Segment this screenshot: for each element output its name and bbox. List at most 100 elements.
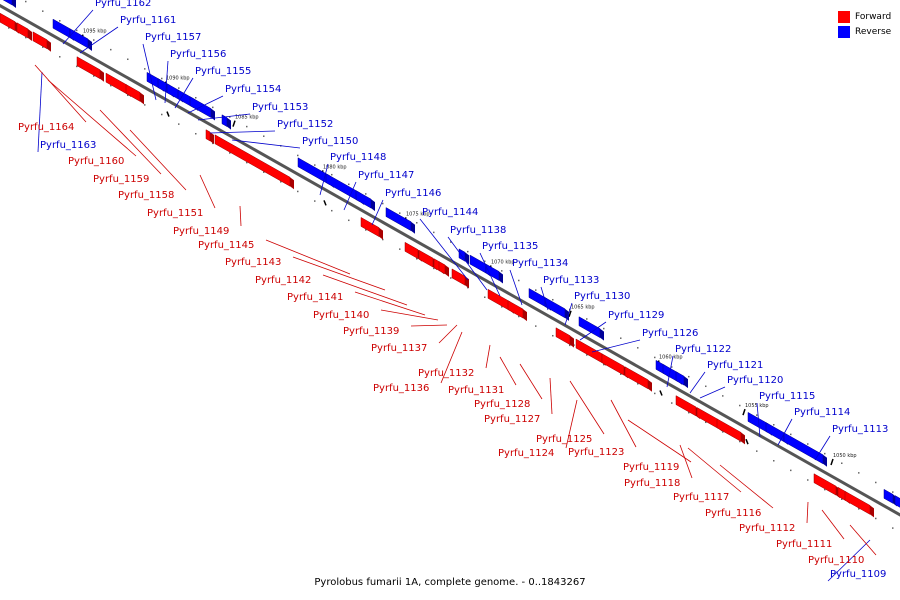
- gene-label: Pyrfu_1154: [225, 84, 281, 95]
- reverse-gene-block: [2, 0, 13, 6]
- kbp-tick-mark: [166, 111, 170, 117]
- forward-gene-block-side: [648, 379, 652, 392]
- reverse-gene-block: [485, 263, 500, 281]
- kbp-tick-label: 1075 kbp: [406, 211, 430, 217]
- minor-tick-dot: [637, 347, 639, 349]
- gene-leader-line: [410, 324, 448, 327]
- gene-label: Pyrfu_1146: [385, 188, 441, 199]
- reverse-gene-block-side: [411, 221, 415, 234]
- minor-tick-dot: [110, 84, 112, 87]
- minor-tick-dot: [314, 200, 316, 202]
- forward-gene-block: [0, 12, 16, 32]
- gene-leader-line: [509, 269, 523, 306]
- forward-gene-block-side: [290, 177, 294, 190]
- minor-tick-dot: [399, 248, 401, 250]
- minor-tick-dot: [416, 258, 418, 260]
- gene-leader-line: [265, 239, 351, 275]
- gene-label: Pyrfu_1153: [252, 102, 308, 113]
- gene-label: Pyrfu_1143: [225, 257, 281, 268]
- minor-tick-dot: [331, 209, 333, 212]
- minor-tick-dot: [841, 462, 843, 464]
- gene-label: Pyrfu_1145: [198, 240, 254, 251]
- forward-gene-block: [16, 22, 29, 39]
- minor-tick-dot: [756, 414, 758, 416]
- kbp-tick-mark: [323, 200, 327, 206]
- minor-tick-dot: [807, 479, 809, 481]
- kbp-tick-label: 1060 kbp: [659, 355, 683, 361]
- minor-tick-dot: [603, 363, 605, 366]
- gene-label: Pyrfu_1138: [450, 225, 506, 236]
- gene-leader-line: [371, 199, 384, 226]
- gene-leader-line: [34, 64, 87, 123]
- gene-label: Pyrfu_1163: [40, 140, 96, 151]
- gene-leader-line: [447, 236, 488, 291]
- gene-leader-line: [565, 399, 578, 449]
- minor-tick-dot: [195, 96, 197, 99]
- gene-leader-line: [519, 363, 543, 400]
- kbp-tick-mark: [742, 408, 746, 416]
- gene-leader-line: [142, 43, 157, 101]
- gene-leader-line: [239, 205, 242, 227]
- minor-tick-dot: [212, 106, 214, 109]
- minor-tick-dot: [42, 10, 44, 12]
- kbp-tick-label: 1085 kbp: [235, 115, 259, 121]
- minor-tick-dot: [348, 219, 350, 222]
- minor-tick-dot: [637, 383, 639, 385]
- gene-label: Pyrfu_1112: [739, 523, 795, 534]
- gene-label: Pyrfu_1142: [255, 275, 311, 286]
- gene-label: Pyrfu_1144: [422, 207, 478, 218]
- gene-leader-line: [756, 402, 761, 438]
- minor-tick-dot: [280, 181, 282, 183]
- minor-tick-dot: [501, 270, 503, 272]
- minor-tick-dot: [688, 375, 690, 378]
- gene-label-leaders: [34, 9, 877, 582]
- gene-label: Pyrfu_1149: [173, 226, 229, 237]
- gene-label: Pyrfu_1155: [195, 66, 251, 77]
- kbp-tick-label: 1050 kbp: [833, 453, 857, 459]
- gene-leader-line: [343, 181, 357, 211]
- reverse-gene-block: [675, 371, 685, 386]
- gene-leader-line: [174, 77, 194, 109]
- forward-gene-block: [125, 84, 141, 102]
- kbp-tick-label: 1070 kbp: [491, 259, 515, 265]
- minor-tick-dot: [858, 472, 860, 474]
- minor-tick-dot: [110, 48, 112, 51]
- genome-caption: Pyrolobus fumarii 1A, complete genome. -…: [314, 577, 586, 588]
- gene-leader-line: [187, 95, 224, 114]
- forward-gene-block-side: [465, 276, 469, 289]
- minor-tick-dot: [195, 132, 197, 135]
- forward-gene-block-side: [741, 432, 745, 445]
- minor-tick-dot: [93, 75, 95, 77]
- minor-tick-dot: [705, 421, 707, 424]
- minor-tick-dot: [433, 231, 435, 234]
- gene-label: Pyrfu_1130: [574, 291, 630, 302]
- gene-label: Pyrfu_1131: [448, 385, 504, 396]
- gene-leader-line: [197, 113, 251, 121]
- gene-leader-line: [485, 344, 491, 369]
- gene-label: Pyrfu_1110: [808, 555, 864, 566]
- minor-tick-dot: [841, 498, 843, 500]
- gene-label: Pyrfu_1125: [536, 434, 592, 445]
- gene-label: Pyrfu_1129: [608, 310, 664, 321]
- gene-label: Pyrfu_1141: [287, 292, 343, 303]
- gene-label: Pyrfu_1122: [675, 344, 731, 355]
- forward-gene-block: [555, 327, 571, 346]
- gene-leader-line: [479, 252, 501, 297]
- gene-leader-line: [777, 418, 793, 446]
- gene-leader-line: [719, 464, 774, 509]
- gene-leader-line: [564, 302, 573, 326]
- gene-label: Pyrfu_1158: [118, 190, 174, 201]
- gene-leader-line: [687, 447, 742, 493]
- gene-label: Pyrfu_1128: [474, 399, 530, 410]
- minor-tick-dot: [654, 356, 656, 359]
- minor-tick-dot: [535, 289, 537, 291]
- gene-label: Pyrfu_1157: [145, 32, 201, 43]
- gene-label: Pyrfu_1147: [358, 170, 414, 181]
- gene-label: Pyrfu_1140: [313, 310, 369, 321]
- axis-minor-ticks: [8, 0, 894, 529]
- minor-tick-dot: [144, 104, 146, 106]
- minor-tick-dot: [59, 20, 61, 22]
- gene-leader-line: [129, 129, 187, 191]
- legend-reverse-label: Reverse: [855, 26, 892, 37]
- forward-gene-block-side: [140, 92, 144, 105]
